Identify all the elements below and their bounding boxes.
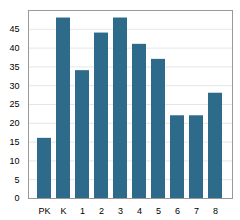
svg-text:35: 35: [9, 62, 19, 72]
svg-text:45: 45: [9, 24, 19, 34]
svg-text:8: 8: [213, 206, 218, 216]
svg-text:3: 3: [118, 206, 123, 216]
svg-text:7: 7: [194, 206, 199, 216]
svg-text:0: 0: [14, 193, 19, 203]
svg-text:2: 2: [99, 206, 104, 216]
svg-text:1: 1: [80, 206, 85, 216]
svg-text:6: 6: [175, 206, 180, 216]
svg-text:K: K: [60, 206, 66, 216]
svg-text:30: 30: [9, 81, 19, 91]
svg-text:PK: PK: [38, 206, 50, 216]
svg-text:20: 20: [9, 118, 19, 128]
svg-text:15: 15: [9, 137, 19, 147]
svg-text:40: 40: [9, 43, 19, 53]
svg-text:25: 25: [9, 99, 19, 109]
svg-text:4: 4: [137, 206, 142, 216]
svg-text:5: 5: [156, 206, 161, 216]
svg-text:10: 10: [9, 156, 19, 166]
svg-text:5: 5: [14, 175, 19, 185]
